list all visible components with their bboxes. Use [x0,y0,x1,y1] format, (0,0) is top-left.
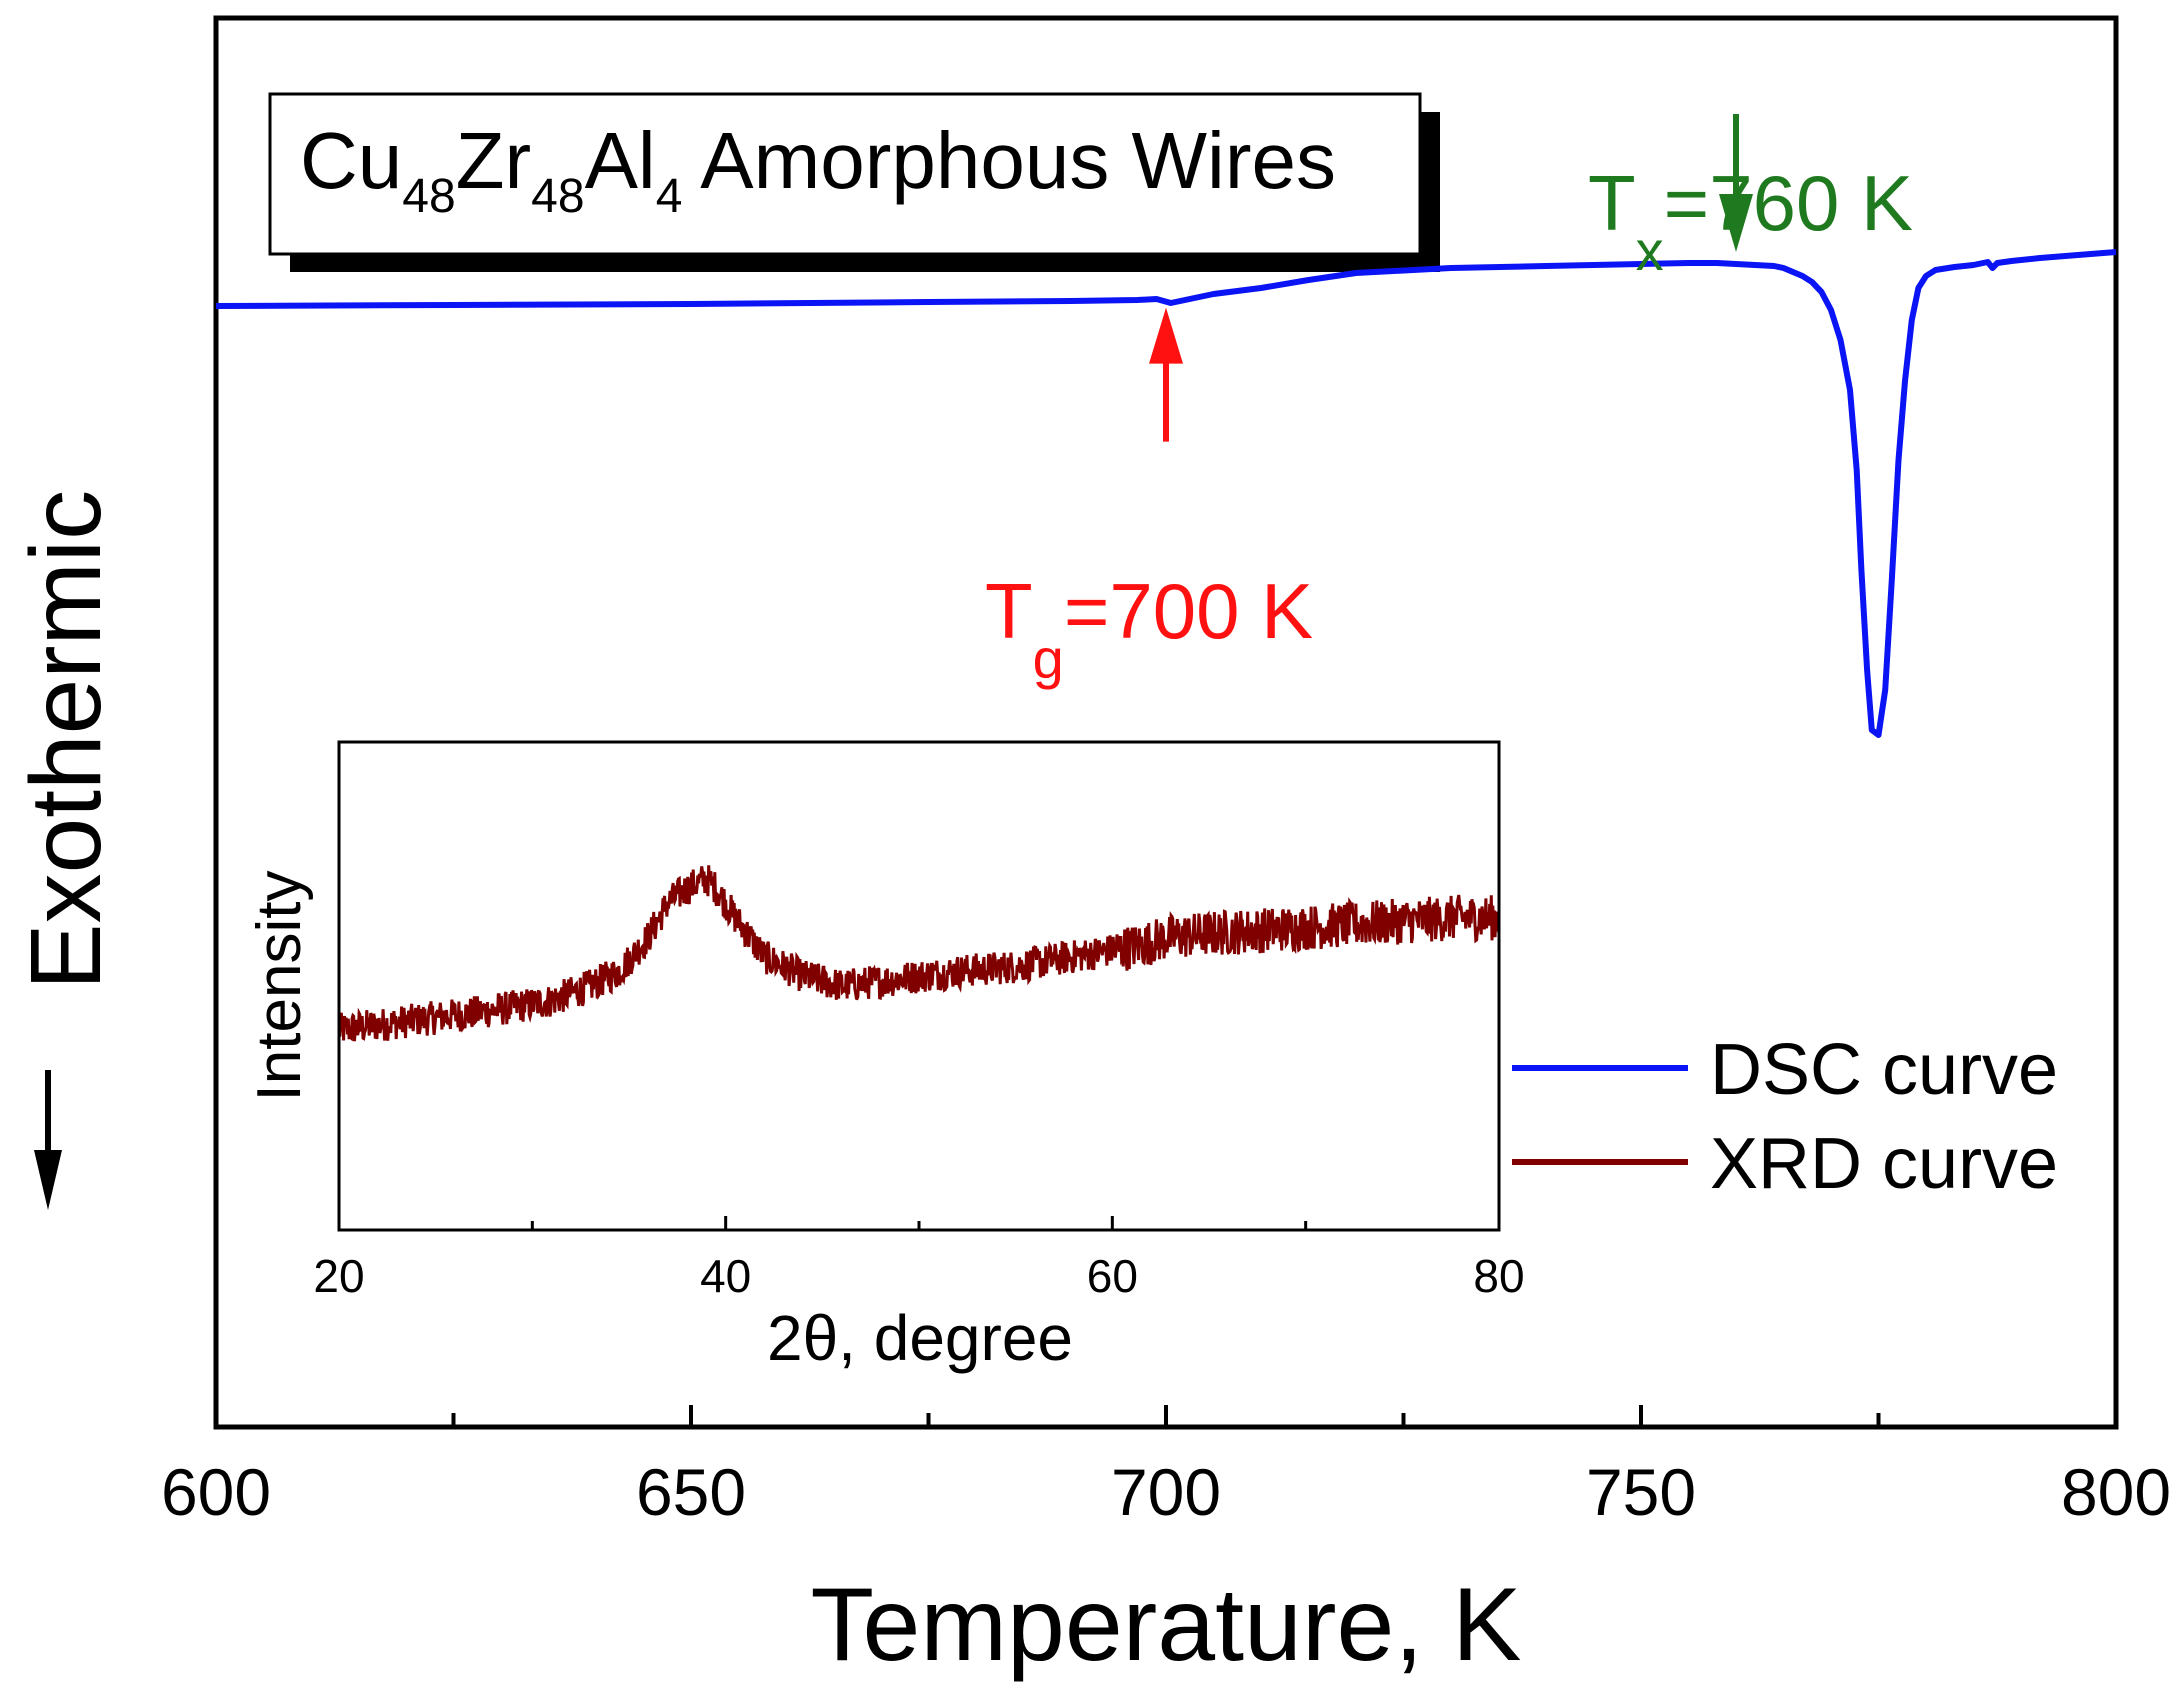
title-box-frame [268,92,1422,256]
main-x-axis-label: Temperature, K [811,1567,1522,1683]
inset-x-tick-label: 20 [313,1250,364,1302]
annotation-tg-label: Tg=700 K [985,567,1313,690]
inset-x-tick-label: 80 [1473,1250,1524,1302]
title-sub-zr: 48 [531,170,584,223]
main-x-axis-tick-labels: 600 650 700 750 800 [161,1455,2171,1529]
inset-x-axis-label: 2θ, degree [767,1302,1073,1374]
annotation-tg: Tg=700 K [985,307,1313,690]
annotation-tg-arrow-head [1149,307,1183,364]
title-part-zr: Zr [456,116,532,205]
series-line-dsc-curve [215,249,2117,738]
series-line-xrd-curve [339,865,1499,1042]
legend: DSC curve XRD curve [1512,1030,2058,1204]
annotation-tx: Tx=760 K [1588,114,1913,282]
title-sub-cu: 48 [402,170,455,223]
inset-chart: 20 40 60 80 2θ, degree Intensity [245,740,1525,1374]
inset-x-axis-tick-labels: 20 40 60 80 [313,1250,1524,1302]
title-part-al: Al [585,116,656,205]
inset-x-tick-label: 40 [700,1250,751,1302]
main-x-tick-label: 650 [636,1455,746,1529]
annotation-tx-arrow-head [1719,194,1753,252]
annotation-tg-base: T [985,567,1033,655]
legend-label-dsc-curve: DSC curve [1710,1030,2058,1110]
annotation-tx-base: T [1588,159,1636,247]
annotation-tg-rest: =700 K [1064,567,1313,655]
annotation-tg-sub: g [1033,627,1064,690]
inset-x-axis-ticks [337,1216,1501,1230]
title-sub-al: 4 [656,170,683,223]
title-part-rest: Amorphous Wires [682,116,1336,205]
annotation-tx-rest: =760 K [1664,159,1913,247]
main-x-tick-label: 800 [2061,1455,2171,1529]
legend-label-xrd-curve: XRD curve [1710,1124,2058,1204]
main-y-axis-label-group: Exothermic [10,490,122,1210]
annotation-tx-label: Tx=760 K [1588,159,1913,282]
title-part-cu: Cu [300,116,402,205]
main-x-tick-label: 600 [161,1455,271,1529]
inset-x-tick-label: 60 [1087,1250,1138,1302]
inset-y-axis-label: Intensity [245,871,314,1102]
title-box: Cu48Zr48Al4 Amorphous Wires [268,92,1440,272]
main-y-axis-label: Exothermic [10,490,122,990]
title-text: Cu48Zr48Al4 Amorphous Wires [300,116,1336,223]
main-x-axis-ticks [214,1405,2118,1427]
main-x-tick-label: 750 [1586,1455,1696,1529]
annotation-tx-sub: x [1636,219,1664,282]
y-label-arrow-head [34,1150,62,1210]
main-x-tick-label: 700 [1111,1455,1221,1529]
